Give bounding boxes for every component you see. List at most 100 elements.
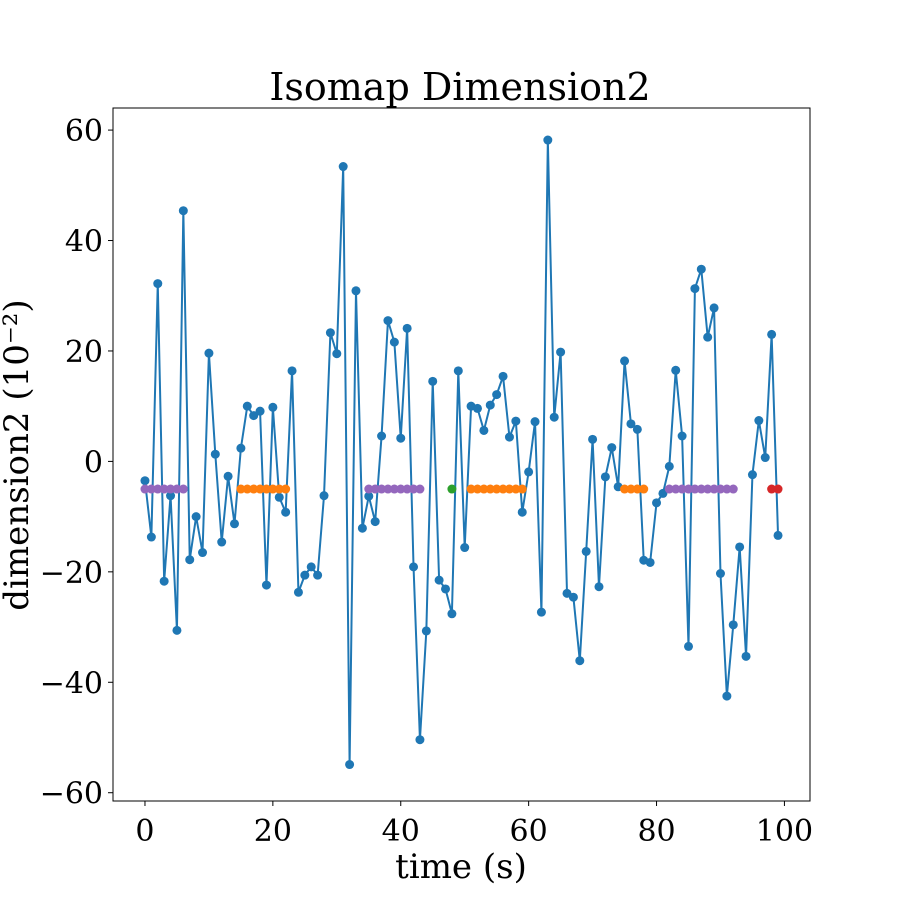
- event-marker: [715, 484, 725, 494]
- y-axis: −60 −40 −20 0 20 40 60: [40, 114, 113, 812]
- data-point: [229, 519, 239, 529]
- event-marker: [409, 484, 419, 494]
- event-marker: [402, 484, 412, 494]
- data-point: [498, 371, 508, 381]
- event-marker: [389, 484, 399, 494]
- event-marker: [255, 484, 265, 494]
- event-marker: [517, 484, 527, 494]
- event-marker: [472, 484, 482, 494]
- event-marker: [447, 484, 457, 494]
- event-marker: [261, 484, 271, 494]
- data-point: [747, 470, 757, 480]
- event-marker: [671, 484, 681, 494]
- data-point: [146, 532, 156, 542]
- event-marker: [396, 484, 406, 494]
- data-point: [223, 471, 233, 481]
- event-marker: [153, 484, 163, 494]
- x-tick-label: 0: [135, 814, 154, 849]
- event-marker: [492, 484, 502, 494]
- y-tick-label: −20: [40, 556, 103, 591]
- event-marker: [773, 484, 783, 494]
- event-marker: [639, 484, 649, 494]
- data-point: [652, 498, 662, 508]
- event-marker: [511, 484, 521, 494]
- data-point: [166, 491, 176, 501]
- data-point: [178, 206, 188, 216]
- event-marker: [684, 484, 694, 494]
- data-point: [594, 582, 604, 592]
- series-line: [143, 139, 780, 766]
- data-point: [204, 348, 214, 358]
- data-point: [600, 472, 610, 482]
- data-point: [249, 411, 259, 421]
- data-point: [479, 425, 489, 435]
- event-marker: [722, 484, 732, 494]
- data-point: [645, 557, 655, 567]
- data-point: [434, 575, 444, 585]
- data-point: [715, 568, 725, 578]
- event-marker: [146, 484, 156, 494]
- data-point: [543, 135, 553, 145]
- data-point: [306, 562, 316, 572]
- data-point: [332, 349, 342, 359]
- data-point: [428, 376, 438, 386]
- data-point: [568, 592, 578, 602]
- event-marker: [466, 484, 476, 494]
- event-marker: [696, 484, 706, 494]
- data-point: [236, 443, 246, 453]
- data-point: [185, 555, 195, 565]
- data-point: [281, 507, 291, 517]
- event-marker: [677, 484, 687, 494]
- event-marker: [620, 484, 630, 494]
- data-point: [504, 432, 514, 442]
- data-point: [140, 476, 150, 486]
- data-point: [351, 286, 361, 296]
- data-point: [773, 530, 783, 540]
- data-point: [677, 431, 687, 441]
- x-tick-label: 20: [254, 814, 292, 849]
- event-marker: [767, 484, 777, 494]
- data-point: [441, 584, 451, 594]
- event-marker: [172, 484, 182, 494]
- data-point: [556, 347, 566, 357]
- data-point: [696, 264, 706, 274]
- x-axis-label: time (s): [395, 847, 527, 887]
- event-marker: [690, 484, 700, 494]
- event-marker: [504, 484, 514, 494]
- event-marker: [268, 484, 278, 494]
- data-point: [722, 691, 732, 701]
- event-marker: [166, 484, 176, 494]
- event-marker: [281, 484, 291, 494]
- data-point: [549, 412, 559, 422]
- data-point: [447, 609, 457, 619]
- data-point: [492, 390, 502, 400]
- event-marker: [498, 484, 508, 494]
- event-marker: [415, 484, 425, 494]
- data-point: [370, 517, 380, 527]
- data-point: [664, 461, 674, 471]
- event-marker: [364, 484, 374, 494]
- x-tick-label: 60: [510, 814, 548, 849]
- data-point: [172, 625, 182, 635]
- data-point: [632, 424, 642, 434]
- data-point: [242, 401, 252, 411]
- data-point: [383, 316, 393, 326]
- x-axis: 0 20 40 60 80 100: [135, 801, 813, 849]
- event-marker: [632, 484, 642, 494]
- event-marker: [703, 484, 713, 494]
- event-marker: [242, 484, 252, 494]
- event-marker: [178, 484, 188, 494]
- data-point: [402, 323, 412, 333]
- x-tick-label: 100: [756, 814, 813, 849]
- data-point: [153, 279, 163, 289]
- data-point: [735, 542, 745, 552]
- data-point: [767, 329, 777, 339]
- data-point: [588, 434, 598, 444]
- data-point: [198, 548, 208, 558]
- data-point: [377, 431, 387, 441]
- data-point: [530, 417, 540, 427]
- y-tick-label: 0: [84, 445, 103, 480]
- data-point: [159, 576, 169, 586]
